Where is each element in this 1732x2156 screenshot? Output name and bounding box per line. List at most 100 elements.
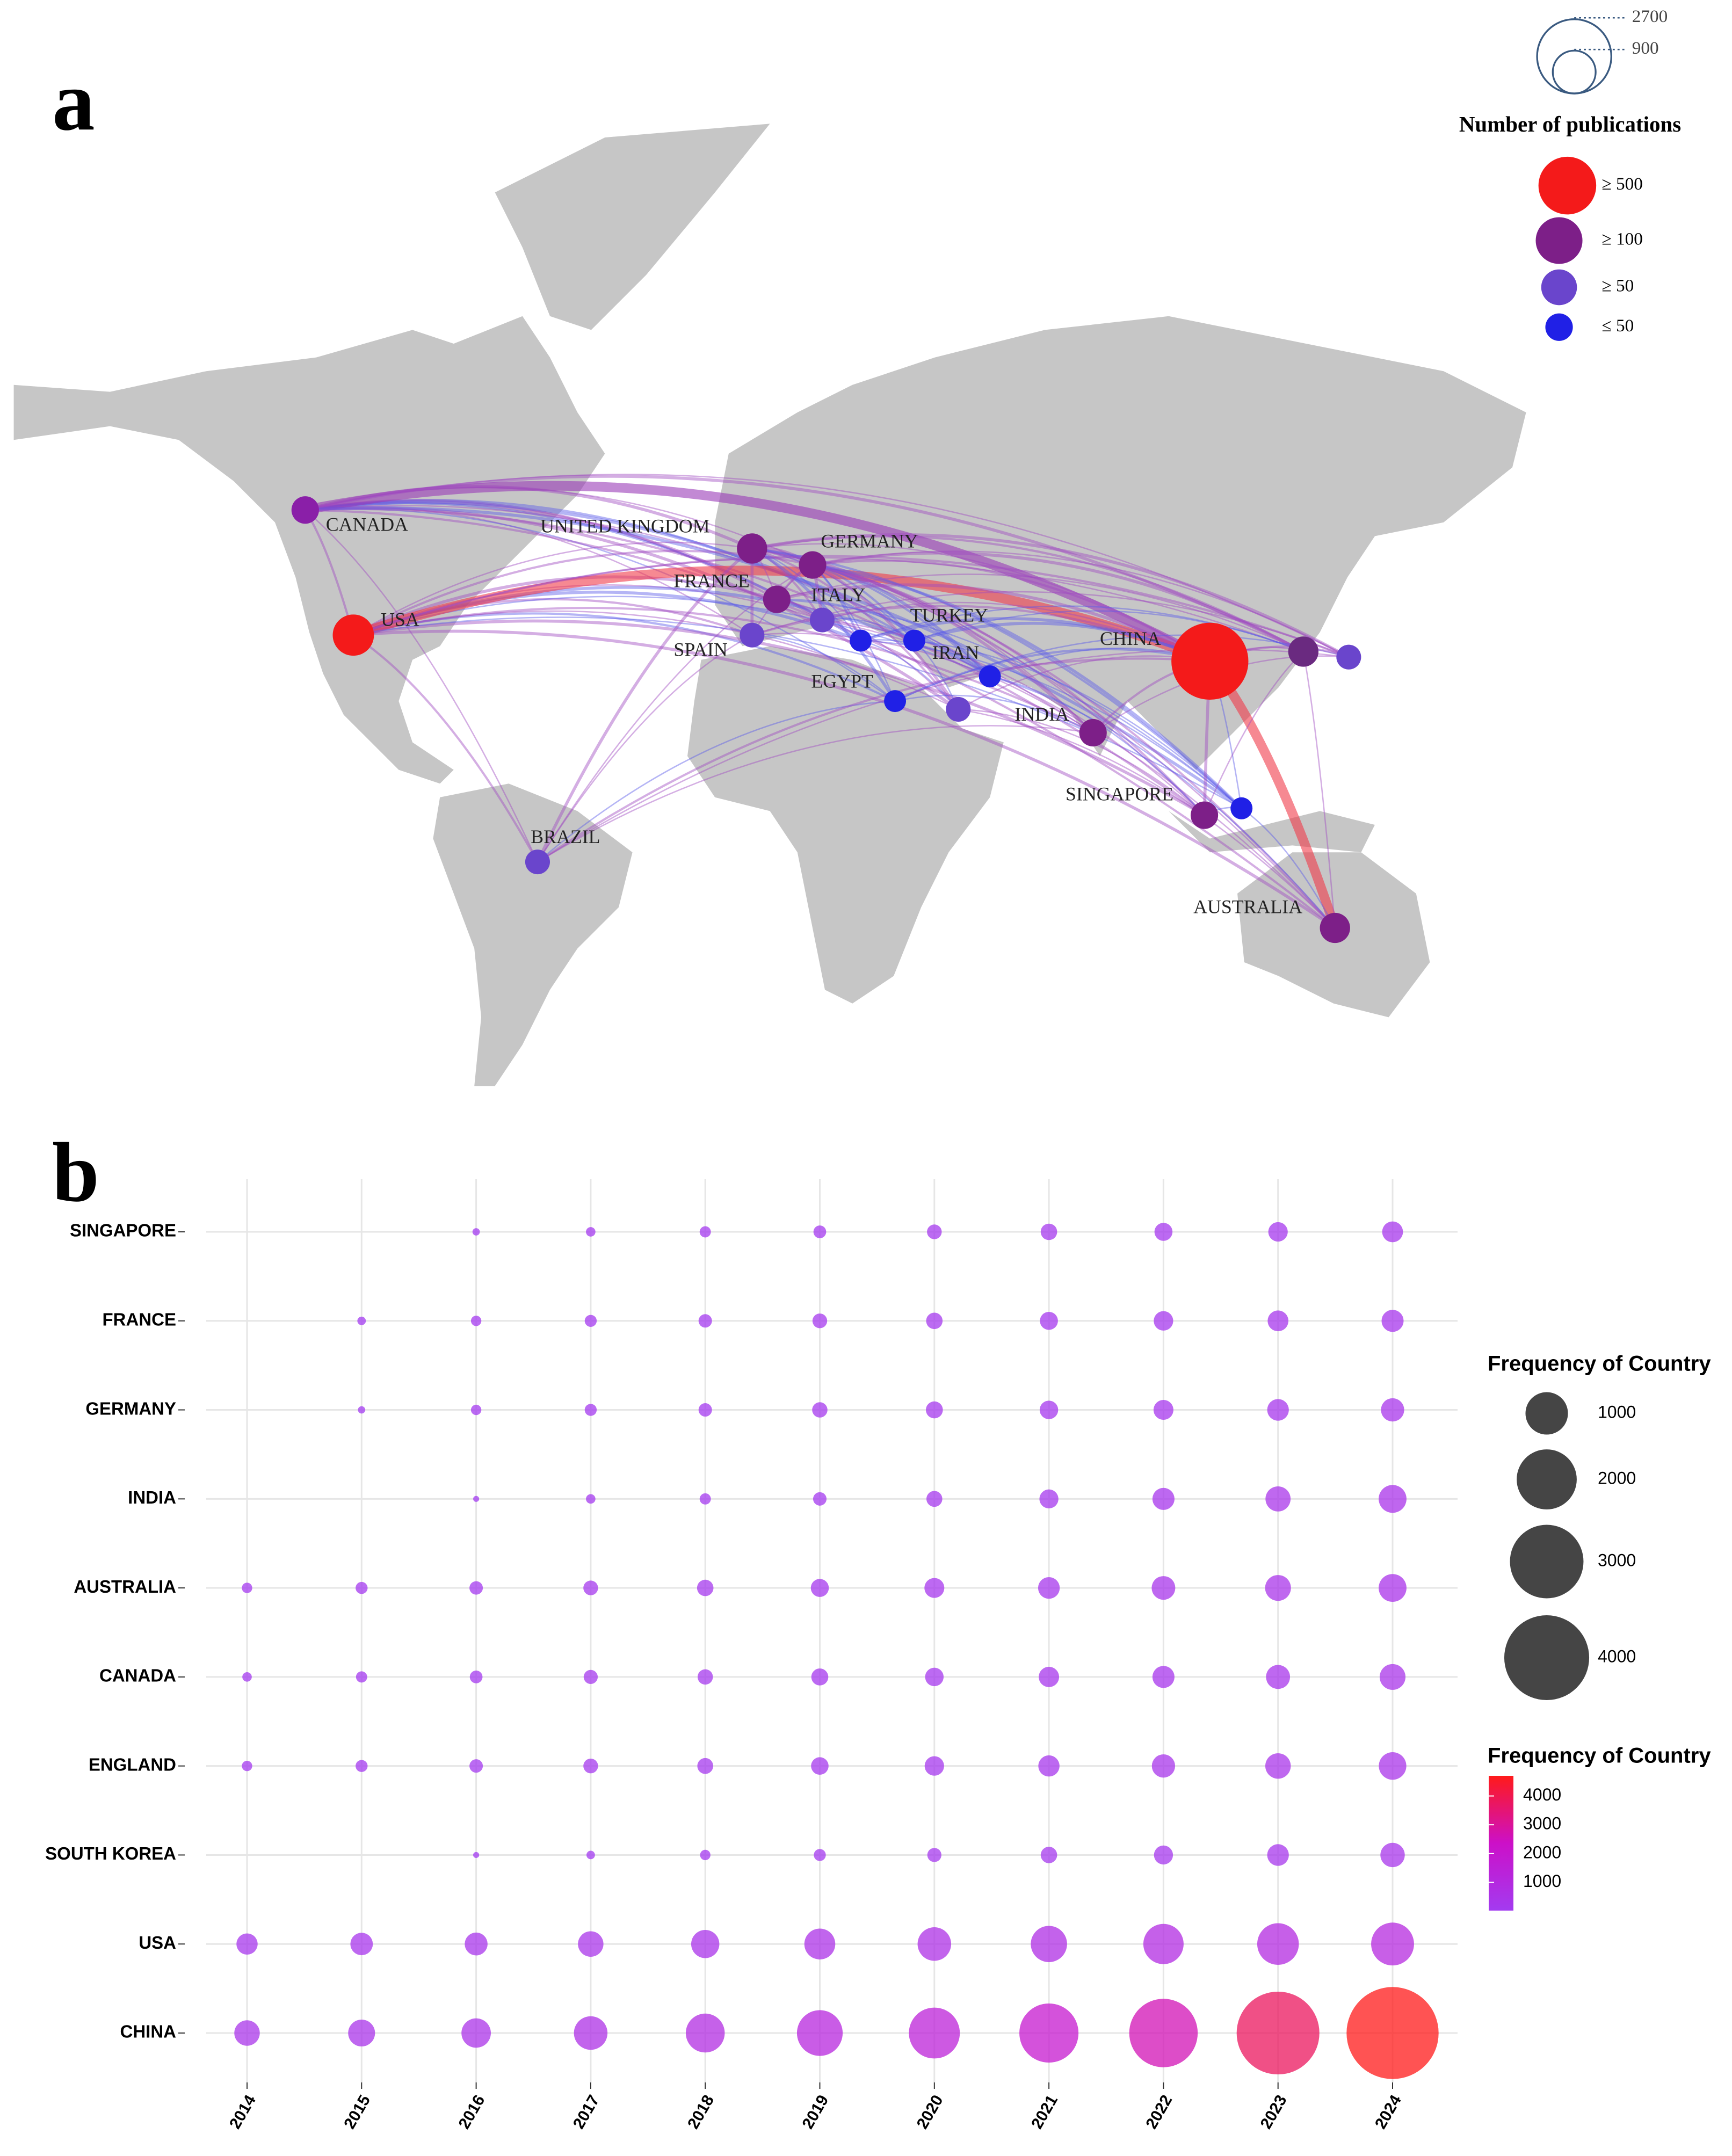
x-tick-label: 2015: [340, 2092, 374, 2132]
bubble: [584, 1404, 597, 1416]
link: [812, 564, 1206, 816]
link: [352, 634, 539, 863]
size-legend-circle: [1552, 49, 1597, 95]
country-label: FRANCE: [673, 570, 749, 592]
bubble: [1040, 1847, 1057, 1863]
link: [353, 619, 1205, 817]
bubble: [586, 1850, 595, 1860]
bubble: [699, 1493, 711, 1505]
bubble: [1346, 1987, 1439, 2079]
link: [537, 725, 1093, 863]
legend-label: ≥ 50: [1601, 276, 1634, 296]
bubble: [1154, 1845, 1173, 1865]
bubble: [574, 2016, 608, 2050]
bubble: [810, 1579, 829, 1597]
bubble: [927, 1848, 941, 1862]
bubble: [586, 1494, 596, 1504]
bubble: [1154, 1223, 1173, 1241]
x-tick-label: 2021: [1028, 2092, 1061, 2132]
country-node: [809, 607, 835, 633]
bubble: [242, 1760, 252, 1772]
country-node: [1230, 797, 1253, 819]
bubble: [698, 1314, 712, 1328]
bubble: [1267, 1310, 1289, 1332]
continent: [433, 783, 633, 1086]
link: [822, 619, 1336, 928]
link: [811, 563, 960, 710]
link: [812, 551, 1305, 653]
size-legend-label: 4000: [1598, 1646, 1636, 1666]
bubble: [1265, 1753, 1291, 1779]
country-node: [884, 690, 907, 713]
link: [305, 509, 539, 862]
bubble: [685, 2013, 725, 2053]
bubble: [1266, 1665, 1291, 1689]
y-tick-label: FRANCE: [103, 1309, 177, 1329]
link: [751, 547, 959, 710]
size-legend-label: 3000: [1598, 1550, 1636, 1570]
x-tick-label: 2019: [799, 2092, 832, 2132]
bubble: [926, 1312, 943, 1330]
bubble: [473, 1496, 480, 1502]
links: [304, 474, 1350, 930]
link: [812, 563, 1243, 810]
bubble: [700, 1849, 711, 1861]
link: [305, 499, 915, 642]
x-tick-label: 2020: [914, 2092, 947, 2132]
bubble: [1371, 1922, 1414, 1966]
bubble: [1038, 1755, 1060, 1777]
link: [305, 500, 823, 621]
country-node: [903, 629, 925, 652]
bubble: [1039, 1489, 1059, 1509]
size-legend-label: 900: [1632, 38, 1659, 58]
country-label: ITALY: [811, 584, 865, 605]
bubble: [1380, 1842, 1405, 1868]
bubble: [469, 1759, 483, 1773]
country-node: [1320, 912, 1350, 943]
country-node: [799, 551, 827, 579]
y-tick-label: ENGLAND: [89, 1754, 176, 1774]
bubble: [1152, 1487, 1175, 1510]
country-node: [1079, 718, 1107, 747]
bubble: [1379, 1485, 1407, 1513]
link: [894, 648, 1211, 702]
link: [822, 619, 1205, 816]
bubble: [1381, 1398, 1404, 1422]
bubble: [1154, 1311, 1173, 1331]
link: [914, 610, 1304, 652]
panel-a: a CANADA USA UNITED KINGDOM GERMANY FRANCE IT…: [13, 6, 1681, 1086]
link: [536, 547, 753, 863]
bubble: [236, 1933, 258, 1955]
bubble: [1019, 2003, 1079, 2063]
continent: [13, 316, 605, 784]
country-label: CANADA: [326, 514, 408, 535]
bubble: [586, 1227, 596, 1237]
bubble: [583, 1758, 598, 1774]
bubble: [1153, 1400, 1173, 1420]
link: [812, 564, 1336, 929]
continent: [687, 646, 1004, 1004]
bubble: [699, 1226, 711, 1238]
bubble: [812, 1313, 828, 1329]
country-label: CHINA: [1100, 628, 1161, 649]
bubble: [234, 2020, 260, 2046]
link: [305, 474, 1349, 658]
y-tick-label: CHINA: [120, 2022, 177, 2042]
legend-symbol: [1541, 269, 1577, 306]
bubble: [583, 1669, 598, 1684]
bubble: [812, 1402, 828, 1418]
link: [1204, 651, 1304, 816]
bubble: [1268, 1222, 1288, 1242]
x-tick-label: 2024: [1372, 2092, 1405, 2132]
country-label: SINGAPORE: [1066, 783, 1173, 804]
bubble: [461, 2018, 491, 2048]
bubble: [357, 1316, 366, 1325]
link: [812, 559, 1211, 663]
panel-label: b: [52, 1126, 99, 1219]
bubble: [584, 1315, 597, 1327]
link: [812, 550, 1349, 658]
bubble: [465, 1932, 488, 1956]
bubble: [1379, 1574, 1407, 1602]
country-label: SPAIN: [673, 639, 727, 660]
